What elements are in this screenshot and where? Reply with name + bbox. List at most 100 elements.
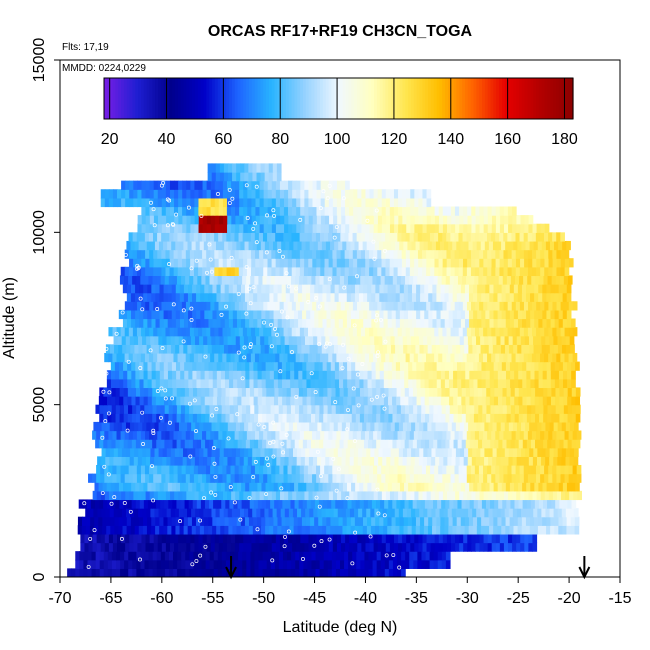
- heatmap-cell: [161, 223, 167, 233]
- heatmap-cell: [327, 559, 333, 569]
- heatmap-cell: [573, 421, 579, 432]
- heatmap-cell: [405, 464, 411, 475]
- heatmap-cell: [446, 542, 452, 552]
- heatmap-cell: [131, 361, 136, 371]
- heatmap-cell: [450, 232, 455, 242]
- heatmap-cell: [277, 309, 283, 320]
- heatmap-cell: [302, 378, 308, 389]
- heatmap-cell: [484, 421, 490, 432]
- heatmap-cell: [471, 542, 477, 552]
- heatmap-cell: [173, 301, 179, 311]
- heatmap-cell: [133, 542, 138, 552]
- heatmap-cell: [233, 499, 239, 509]
- heatmap-cell: [528, 223, 534, 233]
- heatmap-cell: [185, 473, 191, 483]
- heatmap-cell: [403, 309, 409, 320]
- heatmap-cell: [254, 404, 259, 414]
- heatmap-cell: [381, 542, 387, 552]
- heatmap-cell: [542, 370, 548, 380]
- heatmap-cell: [80, 533, 86, 544]
- heatmap-cell: [565, 456, 571, 466]
- heatmap-cell: [194, 301, 199, 311]
- heatmap-cell: [426, 197, 432, 208]
- heatmap-cell: [280, 456, 286, 466]
- heatmap-cell: [408, 387, 414, 397]
- heatmap-cell: [295, 559, 300, 569]
- heatmap-cell: [222, 223, 228, 233]
- heatmap-cell: [514, 361, 519, 371]
- heatmap-cell: [231, 456, 237, 466]
- heatmap-cell: [311, 568, 317, 577]
- heatmap-cell: [400, 370, 405, 380]
- heatmap-cell: [460, 240, 466, 251]
- heatmap-cell: [218, 464, 223, 475]
- heatmap-cell: [517, 344, 522, 354]
- heatmap-cell: [482, 387, 487, 397]
- heatmap-cell: [108, 327, 114, 337]
- heatmap-cell: [341, 533, 346, 544]
- heatmap-cell: [189, 464, 195, 475]
- heatmap-cell: [306, 361, 312, 371]
- heatmap-cell: [176, 370, 181, 380]
- heatmap-cell: [229, 404, 235, 414]
- heatmap-cell: [351, 378, 356, 389]
- heatmap-cell: [546, 378, 552, 389]
- heatmap-cell: [517, 525, 523, 535]
- heatmap-cell: [376, 551, 382, 561]
- heatmap-cell: [226, 464, 232, 475]
- heatmap-cell: [384, 568, 390, 577]
- heatmap-cell: [148, 232, 154, 242]
- heatmap-cell: [557, 447, 563, 457]
- heatmap-cell: [555, 439, 561, 449]
- heatmap-cell: [164, 404, 170, 414]
- heatmap-cell: [287, 473, 293, 483]
- heatmap-cell: [251, 542, 257, 552]
- heatmap-cell: [211, 240, 217, 251]
- heatmap-cell: [206, 197, 212, 208]
- heatmap-cell: [532, 490, 538, 501]
- heatmap-cell: [367, 482, 373, 492]
- heatmap-cell: [358, 447, 363, 457]
- heatmap-cell: [426, 249, 431, 259]
- heatmap-cell: [136, 464, 142, 475]
- heatmap-cell: [190, 215, 196, 225]
- heatmap-cell: [490, 275, 496, 285]
- heatmap-cell: [373, 206, 379, 216]
- heatmap-cell: [193, 551, 199, 561]
- heatmap-cell: [385, 301, 391, 311]
- heatmap-cell: [133, 490, 139, 501]
- heatmap-cell: [306, 378, 312, 389]
- heatmap-cell: [495, 490, 501, 501]
- heatmap-cell: [537, 525, 543, 535]
- heatmap-cell: [315, 568, 321, 577]
- heatmap-cell: [137, 215, 143, 225]
- heatmap-cell: [475, 258, 480, 268]
- heatmap-cell: [334, 309, 340, 320]
- heatmap-cell: [263, 301, 268, 311]
- heatmap-cell: [188, 309, 193, 320]
- heatmap-cell: [341, 456, 347, 466]
- heatmap-cell: [213, 568, 219, 577]
- heatmap-cell: [95, 551, 101, 561]
- heatmap-cell: [299, 473, 305, 483]
- heatmap-cell: [161, 249, 167, 259]
- heatmap-cell: [450, 464, 456, 475]
- heatmap-cell: [520, 490, 525, 501]
- heatmap-cell: [508, 490, 513, 501]
- heatmap-cell: [569, 490, 574, 501]
- heatmap-cell: [165, 473, 171, 483]
- heatmap-cell: [363, 482, 368, 492]
- heatmap-cell: [413, 275, 418, 285]
- heatmap-cell: [418, 197, 424, 208]
- heatmap-cell: [288, 223, 293, 233]
- heatmap-cell: [79, 559, 85, 569]
- heatmap-cell: [360, 568, 366, 577]
- heatmap-cell: [435, 508, 441, 518]
- heatmap-cell: [557, 421, 563, 432]
- heatmap-cell: [281, 525, 287, 535]
- heatmap-cell: [222, 266, 228, 277]
- heatmap-cell: [495, 223, 501, 233]
- heatmap-cell: [546, 309, 552, 320]
- heatmap-cell: [479, 490, 485, 501]
- heatmap-cell: [422, 215, 428, 225]
